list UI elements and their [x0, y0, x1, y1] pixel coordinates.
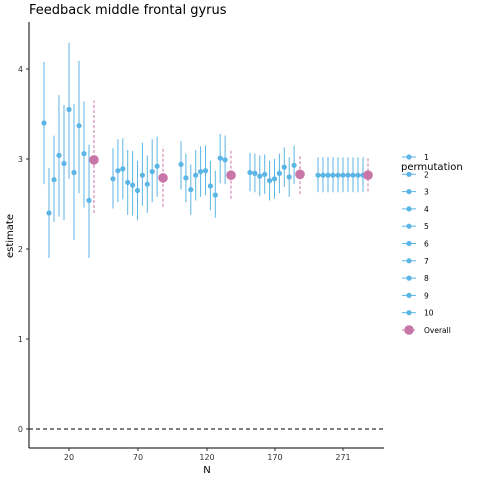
data-point [345, 172, 351, 178]
y-tick-label: 0 [18, 425, 23, 434]
y-tick-label: 2 [18, 245, 23, 254]
data-point [271, 176, 278, 182]
overall-point [226, 170, 236, 180]
data-point [144, 181, 150, 187]
data-point [207, 183, 213, 189]
legend-key-point [404, 325, 414, 335]
legend-label: 7 [424, 257, 429, 266]
x-tick-label: 120 [199, 453, 214, 462]
data-point [71, 169, 77, 176]
data-point [110, 176, 116, 182]
data-point [315, 172, 321, 178]
x-tick-label: 170 [267, 453, 282, 462]
data-point [267, 178, 273, 184]
legend-key-point [406, 189, 412, 195]
legend-key-point [406, 292, 412, 298]
x-tick-label: 271 [335, 453, 350, 462]
data-point [41, 120, 47, 126]
data-point [330, 172, 336, 178]
legend-key-point [406, 223, 412, 229]
chart-title: Feedback middle frontal gyrus [29, 3, 227, 18]
data-point [188, 187, 194, 193]
legend-key-point [406, 206, 412, 212]
data-point [183, 175, 189, 181]
data-point [325, 172, 331, 178]
data-point [222, 157, 228, 163]
data-point [291, 162, 297, 168]
legend-key-point [406, 154, 412, 160]
data-point [281, 164, 287, 170]
data-point [257, 173, 263, 179]
data-point [115, 168, 121, 174]
data-point [193, 172, 199, 178]
y-tick-label: 4 [18, 65, 23, 74]
legend-key-point [406, 240, 412, 247]
legend-label: 1 [424, 153, 429, 162]
legend-title: permutation [401, 162, 463, 173]
data-point [340, 172, 346, 178]
overall-point [363, 170, 373, 180]
legend-label: Overall [424, 326, 451, 335]
legend-key-point [406, 171, 412, 177]
overall-point [295, 169, 305, 180]
data-point [130, 182, 136, 188]
data-point [66, 106, 72, 113]
y-tick-label: 1 [18, 335, 23, 344]
legend-label: 3 [424, 188, 429, 197]
data-point [86, 197, 92, 203]
data-point [125, 179, 131, 185]
legend-key-point [406, 310, 412, 316]
data-point [46, 210, 52, 216]
data-point [56, 152, 62, 158]
legend-label: 10 [424, 309, 434, 318]
data-point [149, 169, 155, 175]
data-point [276, 170, 282, 176]
data-point [262, 171, 268, 177]
data-point [217, 155, 223, 161]
data-point [198, 169, 204, 175]
data-point [178, 161, 184, 167]
data-point [252, 170, 258, 176]
data-point [247, 169, 253, 176]
legend-label: 5 [424, 222, 429, 231]
data-point [202, 168, 209, 174]
data-point [120, 166, 126, 172]
legend: 1 2 3 4 5 6 7 8 9 10 Overall [402, 153, 451, 335]
data-point [320, 172, 326, 178]
data-point [154, 163, 160, 169]
data-point [51, 177, 57, 183]
y-axis-title: estimate [5, 214, 16, 258]
x-tick-label: 70 [133, 453, 143, 462]
legend-label: 8 [424, 274, 429, 283]
data-point [286, 174, 292, 180]
data-point [134, 187, 141, 194]
legend-label: 9 [424, 291, 429, 300]
legend-key-point [406, 258, 412, 264]
data-point [61, 160, 67, 167]
data-point [335, 172, 341, 178]
y-tick-label: 3 [18, 155, 23, 164]
legend-label: 2 [424, 170, 429, 179]
data-point [212, 192, 218, 198]
data-point [139, 172, 145, 178]
x-tick-label: 20 [64, 453, 74, 462]
data-point [355, 172, 361, 178]
data-point [76, 123, 82, 129]
legend-label: 4 [424, 205, 429, 214]
overall-point [89, 155, 99, 165]
legend-key-point [406, 275, 412, 281]
plot-area: 0 1 2 3 4 20 70 120 170 271 [18, 22, 384, 462]
data-point [81, 151, 87, 157]
data-point [350, 172, 356, 178]
legend-label: 6 [424, 240, 429, 249]
overall-point [158, 173, 168, 183]
x-axis-title: N [203, 465, 210, 476]
